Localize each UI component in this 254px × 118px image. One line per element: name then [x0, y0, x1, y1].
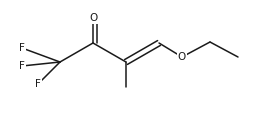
Text: O: O	[178, 52, 186, 62]
Text: F: F	[19, 61, 25, 71]
Text: O: O	[89, 13, 97, 23]
Text: F: F	[35, 79, 41, 89]
Text: F: F	[19, 43, 25, 53]
